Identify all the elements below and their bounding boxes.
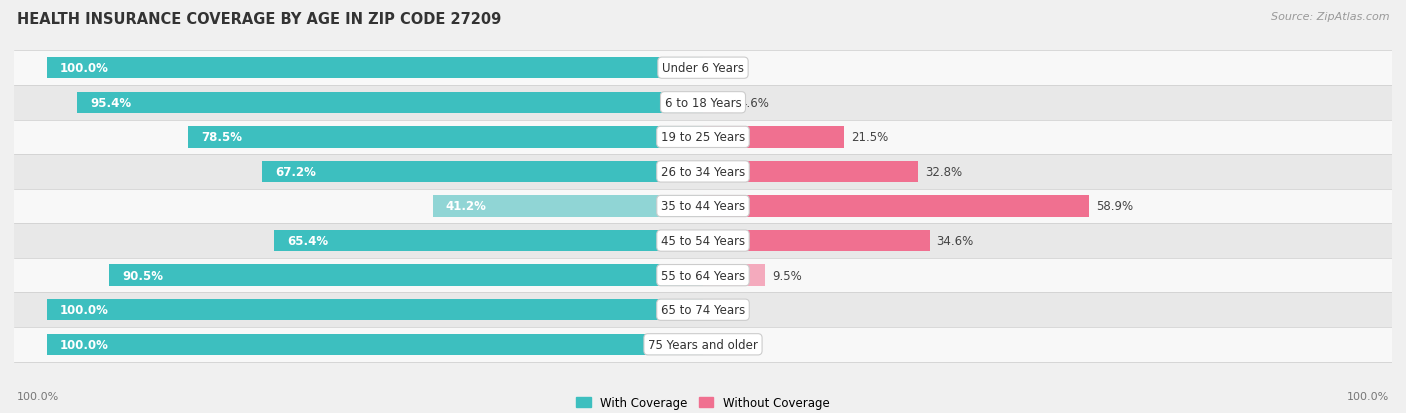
Text: 41.2%: 41.2%	[446, 200, 486, 213]
Text: 78.5%: 78.5%	[201, 131, 242, 144]
Text: HEALTH INSURANCE COVERAGE BY AGE IN ZIP CODE 27209: HEALTH INSURANCE COVERAGE BY AGE IN ZIP …	[17, 12, 501, 27]
Bar	[14, 120, 1392, 155]
Bar	[14, 293, 1392, 327]
Text: 45 to 54 Years: 45 to 54 Years	[661, 235, 745, 247]
Bar	[703, 161, 918, 183]
Text: 6 to 18 Years: 6 to 18 Years	[665, 97, 741, 109]
Bar	[14, 155, 1392, 189]
Text: 65.4%: 65.4%	[287, 235, 328, 247]
Text: 21.5%: 21.5%	[851, 131, 887, 144]
Bar	[46, 58, 703, 79]
Bar	[262, 161, 703, 183]
Bar	[14, 86, 1392, 120]
Bar	[188, 127, 703, 148]
Text: 100.0%: 100.0%	[60, 62, 108, 75]
Text: 34.6%: 34.6%	[936, 235, 974, 247]
Bar	[110, 265, 703, 286]
Text: 19 to 25 Years: 19 to 25 Years	[661, 131, 745, 144]
Text: 65 to 74 Years: 65 to 74 Years	[661, 304, 745, 316]
Bar	[433, 196, 703, 217]
Bar	[46, 299, 703, 320]
Text: 26 to 34 Years: 26 to 34 Years	[661, 166, 745, 178]
Text: 100.0%: 100.0%	[1347, 391, 1389, 401]
Text: 0.0%: 0.0%	[710, 304, 740, 316]
Text: 55 to 64 Years: 55 to 64 Years	[661, 269, 745, 282]
Text: 95.4%: 95.4%	[90, 97, 131, 109]
Bar	[14, 189, 1392, 224]
Bar	[46, 334, 703, 355]
Text: 75 Years and older: 75 Years and older	[648, 338, 758, 351]
Legend: With Coverage, Without Coverage: With Coverage, Without Coverage	[572, 392, 834, 413]
Bar	[14, 51, 1392, 86]
Text: 100.0%: 100.0%	[17, 391, 59, 401]
Bar	[14, 258, 1392, 293]
Text: Source: ZipAtlas.com: Source: ZipAtlas.com	[1271, 12, 1389, 22]
Text: 58.9%: 58.9%	[1097, 200, 1133, 213]
Text: 4.6%: 4.6%	[740, 97, 769, 109]
Bar	[14, 327, 1392, 362]
Text: 100.0%: 100.0%	[60, 338, 108, 351]
Bar	[703, 196, 1090, 217]
Bar	[703, 230, 929, 252]
Bar	[77, 93, 703, 114]
Bar	[703, 127, 844, 148]
Bar	[703, 93, 733, 114]
Text: Under 6 Years: Under 6 Years	[662, 62, 744, 75]
Text: 100.0%: 100.0%	[60, 304, 108, 316]
Bar	[14, 224, 1392, 258]
Text: 90.5%: 90.5%	[122, 269, 163, 282]
Bar	[703, 265, 765, 286]
Text: 0.0%: 0.0%	[710, 62, 740, 75]
Text: 67.2%: 67.2%	[276, 166, 316, 178]
Bar	[274, 230, 703, 252]
Text: 35 to 44 Years: 35 to 44 Years	[661, 200, 745, 213]
Text: 9.5%: 9.5%	[772, 269, 801, 282]
Text: 0.0%: 0.0%	[710, 338, 740, 351]
Text: 32.8%: 32.8%	[925, 166, 962, 178]
